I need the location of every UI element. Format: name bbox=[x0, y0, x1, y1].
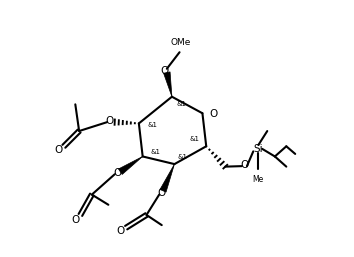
Text: OMe: OMe bbox=[171, 38, 191, 47]
Text: Me: Me bbox=[253, 175, 264, 184]
Text: &1: &1 bbox=[177, 101, 187, 107]
Text: O: O bbox=[116, 226, 125, 236]
Text: O: O bbox=[240, 160, 249, 170]
Text: O: O bbox=[210, 109, 218, 119]
Text: O: O bbox=[72, 215, 80, 225]
Text: O: O bbox=[113, 168, 121, 178]
Text: &1: &1 bbox=[189, 136, 199, 142]
Text: &1: &1 bbox=[177, 154, 187, 160]
Text: &1: &1 bbox=[147, 122, 157, 128]
Text: O: O bbox=[105, 116, 114, 126]
Text: O: O bbox=[55, 145, 63, 155]
Text: O: O bbox=[158, 188, 166, 198]
Text: Si: Si bbox=[253, 144, 263, 154]
Polygon shape bbox=[164, 72, 172, 97]
Text: &1: &1 bbox=[150, 149, 160, 155]
Polygon shape bbox=[119, 157, 143, 175]
Polygon shape bbox=[160, 164, 175, 192]
Text: O: O bbox=[160, 66, 169, 76]
